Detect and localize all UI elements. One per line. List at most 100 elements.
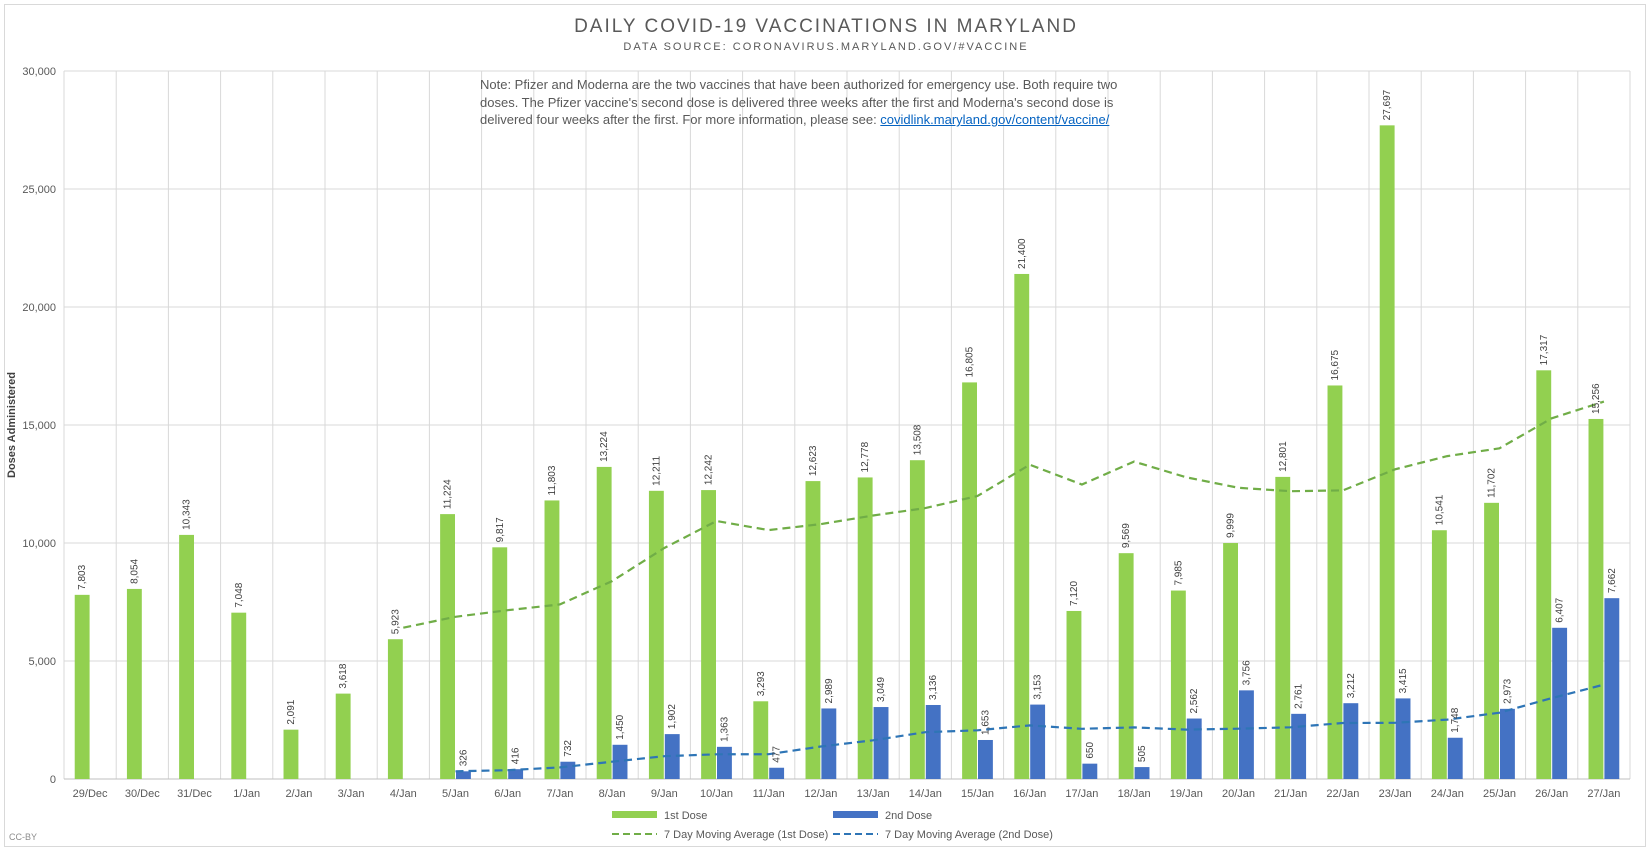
data-label-1st-dose: 7,120: [1069, 581, 1080, 606]
y-tick-label: 5,000: [28, 656, 56, 668]
x-tick-label: 1/Jan: [233, 788, 260, 800]
data-label-1st-dose: 10,343: [182, 499, 193, 530]
data-label-1st-dose: 11,224: [443, 479, 454, 509]
bar-1st-dose: [1327, 385, 1343, 779]
data-label-1st-dose: 17,317: [1539, 334, 1550, 365]
bar-1st-dose: [1536, 370, 1552, 779]
bar-1st-dose: [440, 514, 455, 779]
data-label-2nd-dose: 1,363: [719, 716, 730, 741]
x-tick-label: 16/Jan: [1013, 788, 1046, 800]
x-tick-label: 27/Jan: [1587, 788, 1620, 800]
data-label-2nd-dose: 3,049: [876, 677, 887, 702]
note-body: Note: Pfizer and Moderna are the two vac…: [480, 77, 1118, 127]
x-tick-label: 5/Jan: [442, 788, 469, 800]
bar-1st-dose: [909, 460, 925, 779]
x-tick-label: 31/Dec: [177, 788, 212, 800]
bar-1st-dose: [857, 477, 873, 779]
x-tick-label: 14/Jan: [909, 788, 942, 800]
data-label-1st-dose: 15,256: [1591, 383, 1602, 414]
note-text: Note: Pfizer and Moderna are the two vac…: [480, 76, 1120, 129]
data-label-1st-dose: 27,697: [1382, 89, 1393, 120]
x-tick-label: 20/Jan: [1222, 788, 1255, 800]
bar-2nd-dose: [612, 744, 628, 779]
x-tick-label: 8/Jan: [599, 788, 626, 800]
bar-1st-dose: [805, 481, 821, 779]
data-label-1st-dose: 12,242: [704, 454, 715, 485]
bar-1st-dose: [1223, 543, 1238, 779]
bar-1st-dose: [962, 382, 977, 779]
data-label-1st-dose: 10,541: [1434, 494, 1445, 525]
bar-1st-dose: [1379, 125, 1395, 779]
license-label: CC-BY: [9, 832, 38, 842]
legend-label: 1st Dose: [664, 810, 707, 822]
bar-2nd-dose: [821, 708, 837, 779]
bar-2nd-dose: [978, 739, 993, 779]
data-label-2nd-dose: 477: [772, 746, 783, 763]
y-tick-label: 15,000: [22, 420, 56, 432]
x-tick-label: 30/Dec: [125, 788, 160, 800]
data-label-1st-dose: 9,817: [495, 517, 506, 542]
bar-1st-dose: [179, 534, 194, 779]
bar-2nd-dose: [1552, 627, 1568, 779]
bar-2nd-dose: [1291, 713, 1307, 779]
x-tick-label: 4/Jan: [390, 788, 417, 800]
data-label-2nd-dose: 650: [1085, 742, 1096, 759]
bar-2nd-dose: [1447, 737, 1463, 779]
bar-2nd-dose: [1082, 763, 1098, 779]
data-label-2nd-dose: 1,653: [980, 710, 991, 735]
data-label-1st-dose: 16,805: [965, 346, 976, 377]
data-label-2nd-dose: 732: [563, 740, 574, 757]
data-label-1st-dose: 11,803: [547, 465, 558, 495]
data-label-1st-dose: 9,569: [1121, 523, 1132, 548]
data-label-2nd-dose: 416: [511, 747, 522, 764]
data-label-1st-dose: 7,803: [77, 564, 88, 589]
x-tick-label: 22/Jan: [1326, 788, 1359, 800]
data-label-1st-dose: 16,675: [1330, 349, 1341, 380]
data-label-2nd-dose: 2,989: [824, 678, 835, 703]
chart-title: DAILY COVID-19 VACCINATIONS IN MARYLAND: [574, 16, 1078, 37]
y-tick-label: 25,000: [22, 184, 56, 196]
note-link[interactable]: covidlink.maryland.gov/content/vaccine/: [880, 112, 1110, 127]
data-label-1st-dose: 11,702: [1487, 468, 1498, 498]
x-tick-label: 3/Jan: [338, 788, 365, 800]
chart-subtitle: DATA SOURCE: CORONAVIRUS.MARYLAND.GOV/#V…: [623, 41, 1029, 53]
data-label-1st-dose: 5,923: [390, 609, 401, 634]
x-tick-label: 21/Jan: [1274, 788, 1307, 800]
bar-1st-dose: [1431, 530, 1447, 779]
data-label-2nd-dose: 3,136: [928, 675, 939, 700]
y-tick-label: 10,000: [22, 538, 56, 550]
x-tick-label: 26/Jan: [1535, 788, 1568, 800]
x-tick-label: 2/Jan: [285, 788, 312, 800]
x-tick-label: 9/Jan: [651, 788, 678, 800]
data-label-1st-dose: 21,400: [1017, 238, 1028, 269]
data-label-1st-dose: 13,508: [912, 424, 923, 455]
moving-average-2nd-dose-line: [455, 683, 1605, 773]
bar-1st-dose: [1484, 502, 1499, 779]
bar-2nd-dose: [873, 707, 889, 779]
x-tick-label: 17/Jan: [1065, 788, 1098, 800]
data-label-2nd-dose: 3,756: [1241, 660, 1252, 685]
y-tick-label: 0: [50, 774, 56, 786]
moving-average-1st-dose-line: [403, 400, 1605, 629]
data-label-1st-dose: 13,224: [599, 431, 610, 462]
data-label-1st-dose: 12,211: [651, 456, 662, 486]
y-tick-label: 20,000: [22, 302, 56, 314]
data-label-2nd-dose: 2,973: [1502, 678, 1513, 703]
x-tick-label: 10/Jan: [700, 788, 733, 800]
bar-1st-dose: [1170, 590, 1186, 779]
bar-2nd-dose: [1239, 690, 1254, 779]
bar-2nd-dose: [456, 771, 471, 779]
x-tick-label: 25/Jan: [1483, 788, 1516, 800]
data-label-2nd-dose: 7,662: [1607, 568, 1618, 593]
bar-2nd-dose: [664, 734, 680, 779]
x-tick-label: 13/Jan: [857, 788, 890, 800]
bar-1st-dose: [126, 588, 142, 779]
bar-1st-dose: [1275, 476, 1291, 779]
x-tick-label: 18/Jan: [1118, 788, 1151, 800]
x-tick-label: 7/Jan: [546, 788, 573, 800]
x-tick-label: 29/Dec: [73, 788, 108, 800]
legend-label: 7 Day Moving Average (1st Dose): [664, 829, 828, 841]
data-label-2nd-dose: 1,450: [615, 714, 626, 739]
legend-label: 7 Day Moving Average (2nd Dose): [885, 829, 1053, 841]
data-label-2nd-dose: 1,748: [1450, 707, 1461, 732]
